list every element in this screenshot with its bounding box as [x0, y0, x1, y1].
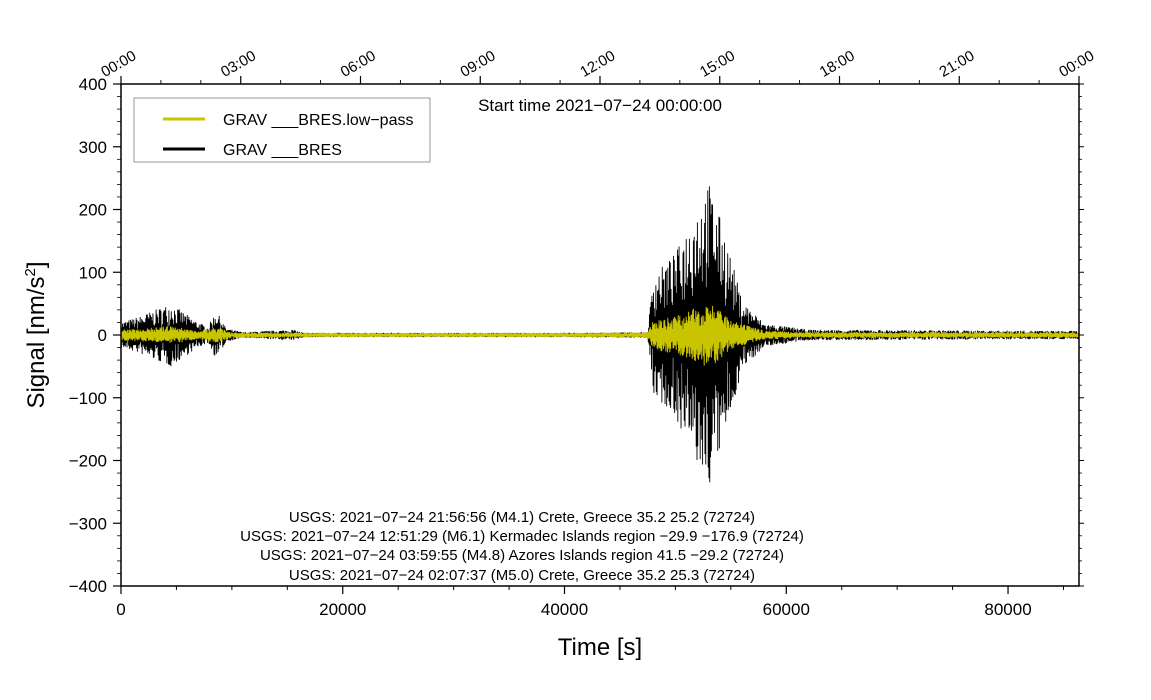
y-axis-label: Signal [nm/s2] — [22, 261, 50, 408]
top-tick-label: 00:00 — [98, 47, 139, 80]
legend-box — [133, 97, 431, 163]
legend-label-raw: GRAV ___BRES — [223, 142, 342, 159]
x-tick-label: 0 — [116, 600, 125, 619]
top-tick-label: 00:00 — [1056, 47, 1097, 80]
top-tick-label: 15:00 — [697, 47, 738, 80]
event-annotation: USGS: 2021−07−24 12:51:29 (M6.1) Kermade… — [240, 528, 804, 545]
top-tick-label: 03:00 — [218, 47, 259, 80]
legend: GRAV ___BRES.low−pass GRAV ___BRES — [133, 97, 431, 163]
event-annotations: USGS: 2021−07−24 21:56:56 (M4.1) Crete, … — [240, 509, 804, 584]
top-tick-label: 18:00 — [817, 47, 858, 80]
y-axis-label-end: ] — [23, 261, 50, 268]
y-tick-label: 0 — [98, 326, 107, 345]
y-tick-label: −300 — [69, 514, 107, 533]
top-tick-label: 06:00 — [338, 47, 379, 80]
y-tick-label: −100 — [69, 389, 107, 408]
y-tick-label: −400 — [69, 577, 107, 596]
y-axis-label-sup: 2 — [22, 268, 39, 276]
y-tick-label: 100 — [79, 263, 107, 282]
x-axis-label: Time [s] — [558, 634, 642, 661]
legend-label-lowpass: GRAV ___BRES.low−pass — [223, 112, 413, 129]
y-tick-label: 200 — [79, 201, 107, 220]
series-line-lowpass — [120, 305, 1080, 366]
y-tick-label: −200 — [69, 452, 107, 471]
series-layer — [120, 186, 1080, 483]
event-annotation: USGS: 2021−07−24 03:59:55 (M4.8) Azores … — [260, 547, 784, 564]
top-tick-label: 21:00 — [936, 47, 977, 80]
x-tick-label: 40000 — [541, 600, 588, 619]
y-tick-label: 400 — [79, 75, 107, 94]
y-tick-label: 300 — [79, 138, 107, 157]
event-annotation: USGS: 2021−07−24 21:56:56 (M4.1) Crete, … — [289, 509, 755, 526]
start-time-label: Start time 2021−07−24 00:00:00 — [478, 96, 722, 115]
top-tick-label: 09:00 — [457, 47, 498, 80]
top-tick-label: 12:00 — [577, 47, 618, 80]
event-annotation: USGS: 2021−07−24 02:07:37 (M5.0) Crete, … — [289, 567, 755, 584]
x-tick-label: 60000 — [763, 600, 810, 619]
y-axis-label-main: Signal [nm/s — [23, 276, 50, 408]
x-tick-label: 20000 — [319, 600, 366, 619]
x-tick-label: 80000 — [984, 600, 1031, 619]
